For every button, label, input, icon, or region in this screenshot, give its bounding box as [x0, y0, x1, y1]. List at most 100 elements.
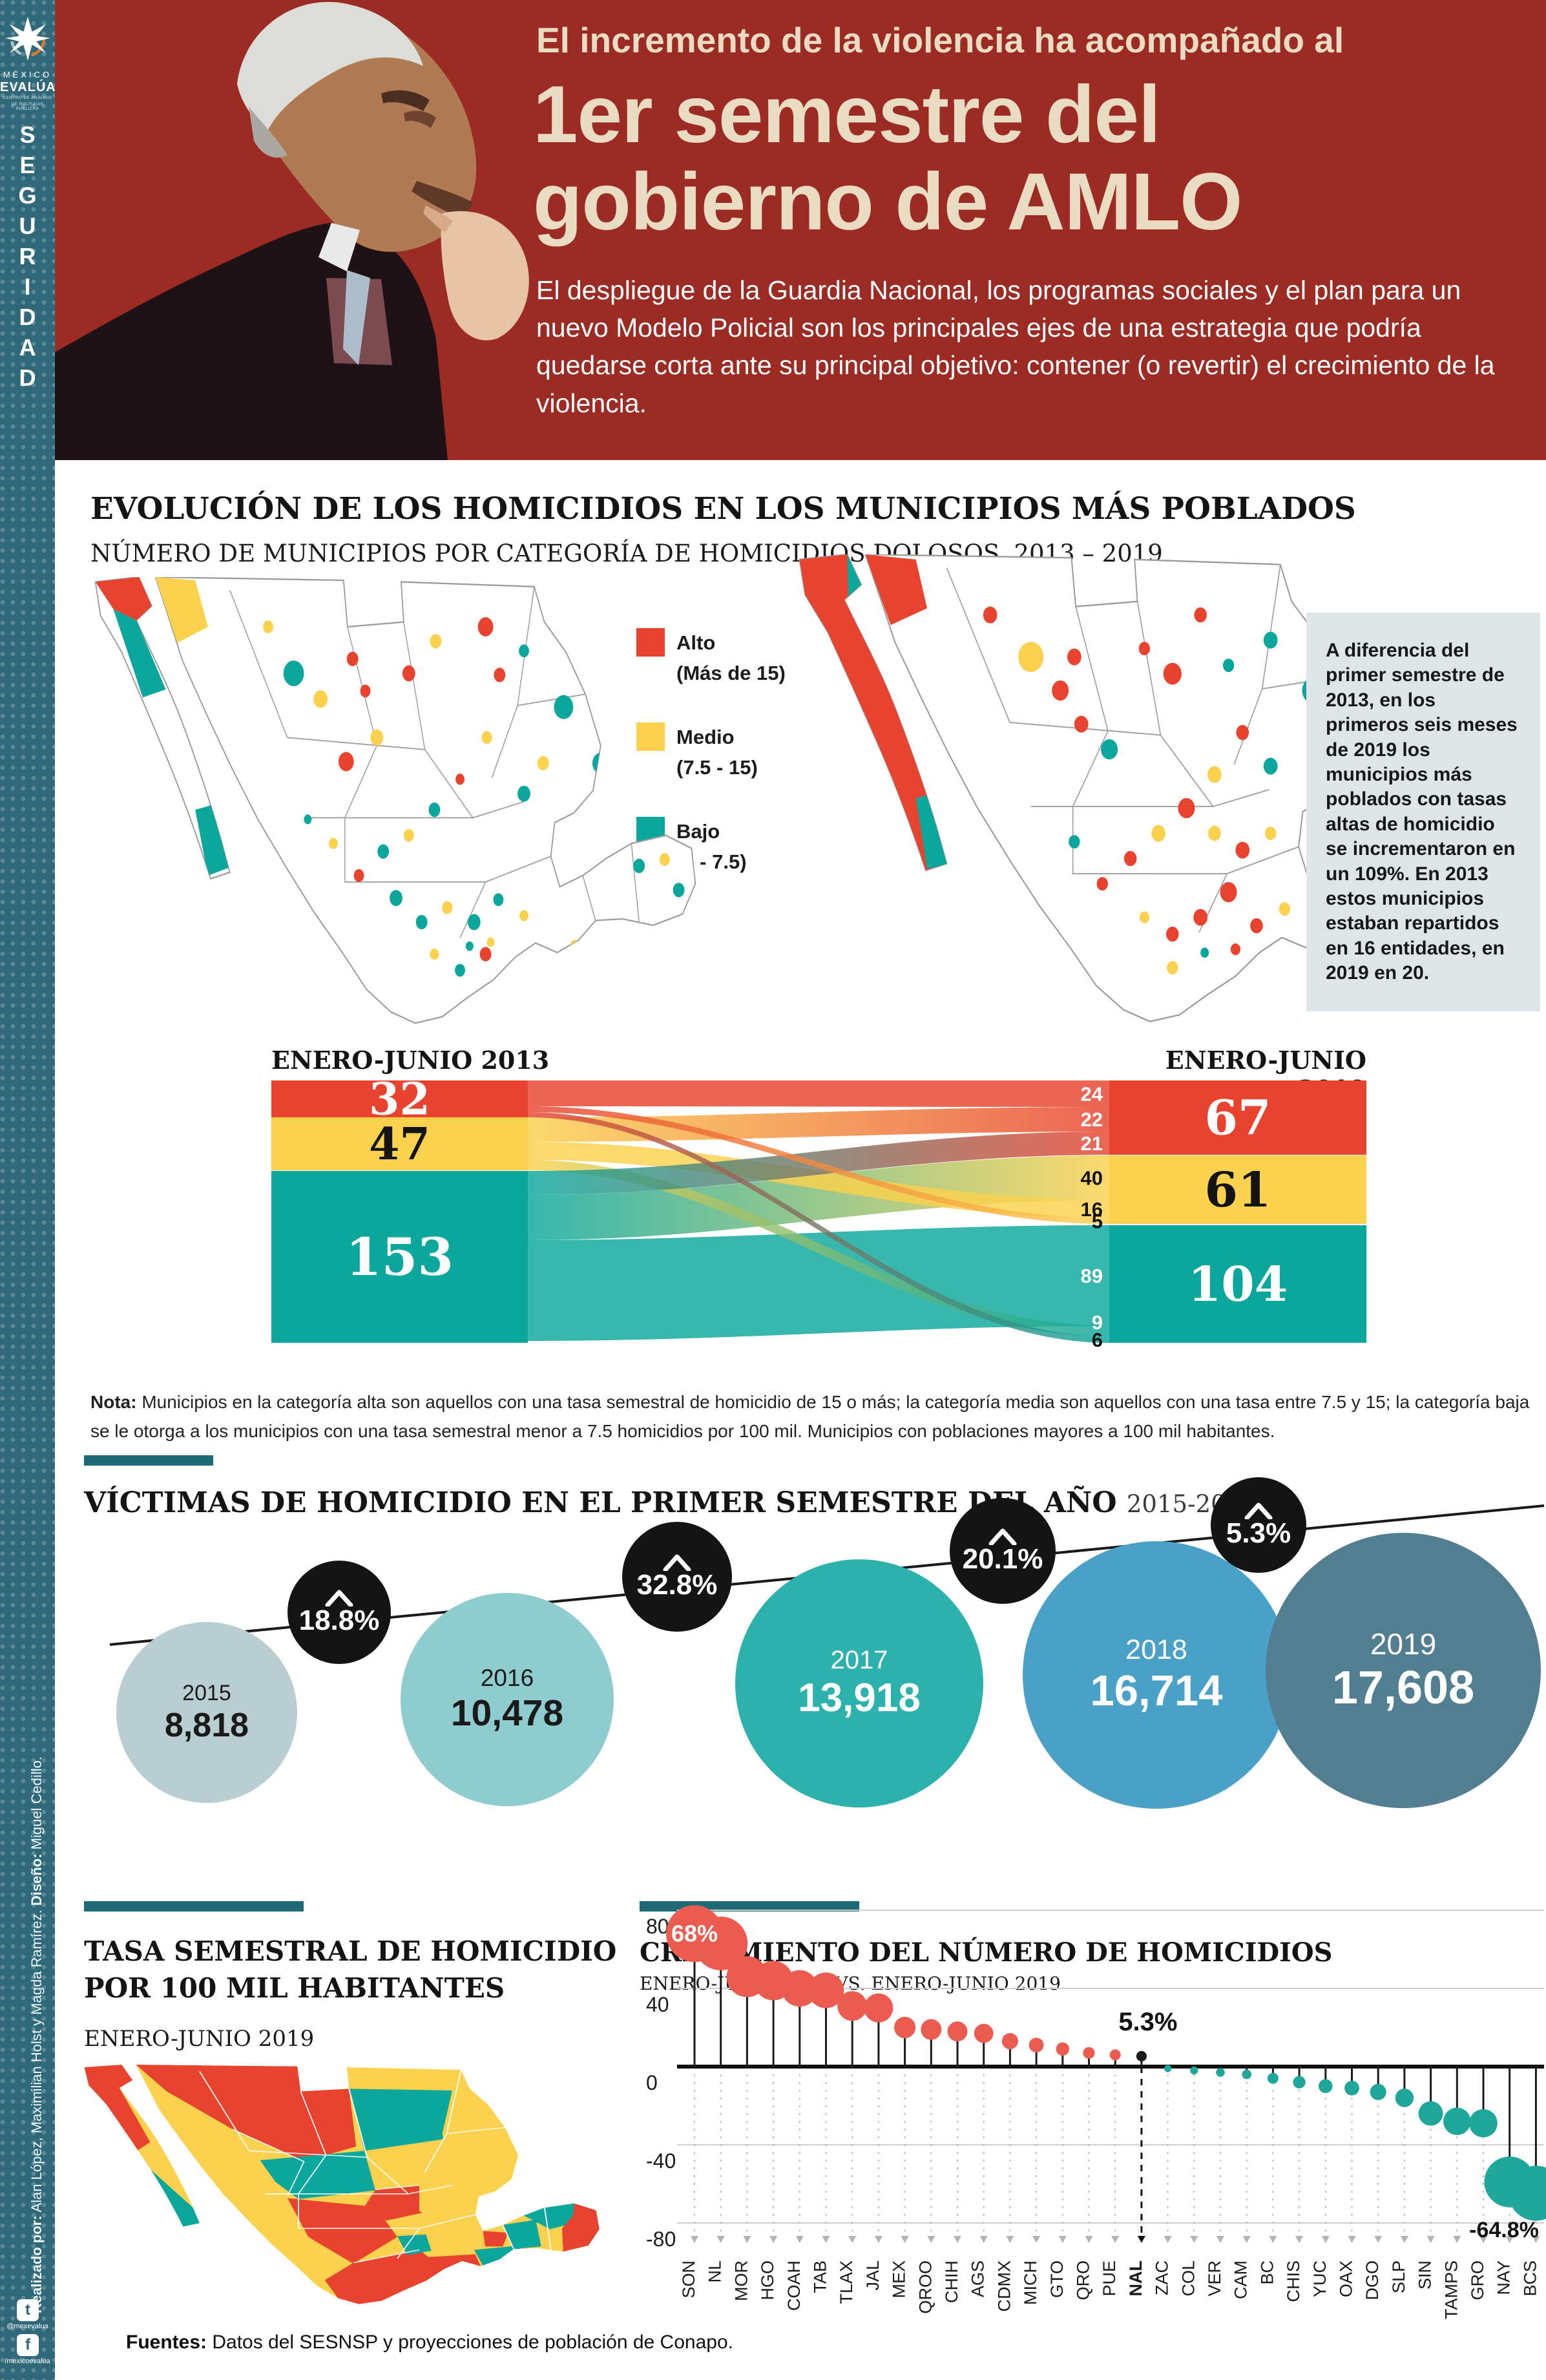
map-tasa-estatal — [84, 2065, 600, 2304]
dropline-arrow-icon — [1400, 2236, 1408, 2243]
dropline-arrow-icon — [1111, 2236, 1120, 2243]
x-axis-label-HGO: HGO — [758, 2260, 777, 2301]
growth-subtitle: ENERO-JUNIO 2018 VS. ENERO-JUNIO 2019 — [640, 1973, 1061, 1994]
divider-rate — [84, 1901, 304, 1911]
bubble-MEX — [894, 2016, 916, 2039]
bubble-VER — [1216, 2068, 1225, 2077]
y-axis-label-40: 40 — [646, 1993, 669, 2016]
sankey-flow-Medio-Alto — [528, 1107, 1109, 1142]
sankey-node-2013-Bajo — [271, 1171, 528, 1343]
seguridad-letter: S — [19, 121, 36, 148]
seguridad-letter: D — [19, 304, 36, 330]
sankey-node-value-2019-Medio: 61 — [1205, 1163, 1271, 1218]
victims-year-2015: 2015 — [182, 1680, 231, 1705]
x-axis-label-SLP: SLP — [1389, 2260, 1408, 2293]
sankey-node-value-2013-Alto: 32 — [369, 1074, 430, 1126]
sankey-flow-Alto-Alto — [528, 1080, 1109, 1107]
bubble-TAMPS — [1443, 2107, 1471, 2135]
x-axis-label-QRO: QRO — [1074, 2260, 1093, 2301]
sankey-flow-Alto-Medio — [528, 1106, 1109, 1224]
twitter-handle[interactable]: @mexevalua — [6, 2322, 48, 2330]
header-kicker: El incremento de la violencia ha acompañ… — [536, 20, 1344, 60]
sankey-node-2019-Medio — [1109, 1155, 1366, 1224]
legend-label-alto: Alto — [676, 631, 716, 654]
dropline-arrow-icon — [1321, 2236, 1330, 2243]
legend-swatch-medio — [636, 722, 665, 751]
facebook-icon[interactable]: f — [17, 2334, 39, 2356]
victims-year-2016: 2016 — [480, 1665, 534, 1691]
victims-value-2017: 13,918 — [798, 1676, 921, 1720]
dropline-arrow-icon — [874, 2236, 883, 2243]
sankey-flow-Medio-Medio — [528, 1142, 1109, 1218]
victims-value-2015: 8,818 — [164, 1706, 249, 1744]
victims-value-2018: 16,714 — [1090, 1667, 1223, 1715]
dropline-arrow-icon — [1453, 2236, 1461, 2243]
sankey-flow-label-Alto-Bajo: 6 — [1092, 1329, 1103, 1351]
dropline-arrow-icon — [1348, 2236, 1356, 2243]
legend-item-alto: Alto (Más de 15) — [636, 628, 786, 688]
mexico-evalua-star-icon — [5, 16, 50, 61]
header-title-line1: 1er semestre del — [533, 70, 1161, 160]
dropline-arrow-icon — [1242, 2236, 1251, 2243]
sankey-node-value-2019-Bajo: 104 — [1188, 1257, 1288, 1312]
y-axis-label-0: 0 — [646, 2071, 658, 2094]
dropline-arrow-icon — [1479, 2236, 1487, 2243]
sankey-node-value-2013-Bajo: 153 — [346, 1227, 454, 1287]
bubble-BC — [1267, 2072, 1279, 2084]
dropline-arrow-icon — [769, 2236, 778, 2243]
sankey-flow-Alto-Bajo — [528, 1112, 1109, 1343]
x-axis-label-BCS: BCS — [1520, 2260, 1540, 2297]
dropline-arrow-icon — [1532, 2236, 1540, 2243]
x-axis-label-AGS: AGS — [968, 2260, 988, 2297]
legend-range-medio: (7.5 - 15) — [676, 755, 758, 779]
x-axis-label-CAM: CAM — [1231, 2260, 1251, 2299]
dropline-arrow-icon — [822, 2236, 830, 2243]
seguridad-letter: R — [19, 243, 36, 269]
sankey-node-2013-Medio — [271, 1117, 528, 1170]
victims-pct-value: 20.1% — [962, 1543, 1043, 1575]
x-axis-label-YUC: YUC — [1310, 2260, 1330, 2297]
sankey-left-label: ENERO-JUNIO 2013 — [271, 1046, 550, 1075]
dropline-arrow-icon — [901, 2236, 909, 2243]
sankey-flow-label-Medio-Alto: 22 — [1081, 1108, 1103, 1131]
nota-label: Nota: — [90, 1392, 137, 1412]
sankey-node-value-2019-Alto: 67 — [1205, 1091, 1271, 1146]
annotation-national: 5.3% — [1118, 2008, 1177, 2036]
seguridad-letter: G — [18, 182, 37, 209]
x-axis-label-NL: NL — [705, 2260, 725, 2283]
section-victims-title: VÍCTIMAS DE HOMICIDIO EN EL PRIMER SEMES… — [84, 1486, 1257, 1519]
sankey-node-2013-Alto — [271, 1080, 528, 1117]
x-axis-label-CDMX: CDMX — [994, 2260, 1014, 2312]
map-municipios-2013 — [94, 577, 696, 1024]
x-axis-label-NAY: NAY — [1494, 2260, 1514, 2295]
bubble-AGS — [974, 2023, 994, 2043]
twitter-icon[interactable]: t — [17, 2299, 39, 2321]
up-chevron-icon — [988, 1528, 1017, 1545]
victims-year-2019: 2019 — [1370, 1627, 1437, 1661]
victims-pct-change-2019: 5.3% — [1211, 1477, 1306, 1573]
header-paragraph: El despliegue de la Guardia Nacional, lo… — [536, 275, 1495, 418]
legend-label-medio: Medio — [676, 726, 735, 748]
x-axis-label-DGO: DGO — [1363, 2260, 1382, 2301]
x-axis-label-NAL: NAL — [1126, 2260, 1145, 2297]
nota-body: Municipios en la categoría alta son aque… — [90, 1392, 1530, 1441]
bubble-CHIH — [947, 2021, 968, 2041]
divider-victims — [84, 1455, 213, 1466]
bubble-CAM — [1242, 2069, 1252, 2080]
facebook-handle[interactable]: /mexicoevalua — [5, 2357, 50, 2365]
sankey-node-value-2013-Medio: 47 — [369, 1119, 430, 1170]
rate-title-line2: POR 100 MIL HABITANTES — [84, 1972, 505, 2004]
header-banner: El incremento de la violencia ha acompañ… — [55, 0, 1546, 460]
rate-title-line1: TASA SEMESTRAL DE HOMICIDIO — [84, 1935, 617, 1967]
dropline-arrow-icon — [1505, 2236, 1514, 2243]
section-maps-title: EVOLUCIÓN DE LOS HOMICIDIOS EN LOS MUNIC… — [90, 491, 1356, 527]
bubble-SIN — [1418, 2101, 1443, 2126]
dropline-arrow-icon — [743, 2236, 751, 2243]
dropline-arrow-icon — [927, 2236, 935, 2243]
seguridad-letter: A — [19, 334, 36, 361]
victims-bubble-2018: 2018 16,714 — [1023, 1541, 1290, 1809]
sankey-node-2019-Bajo — [1109, 1225, 1366, 1343]
sankey-flow-label-Alto-Alto: 24 — [1081, 1083, 1103, 1106]
